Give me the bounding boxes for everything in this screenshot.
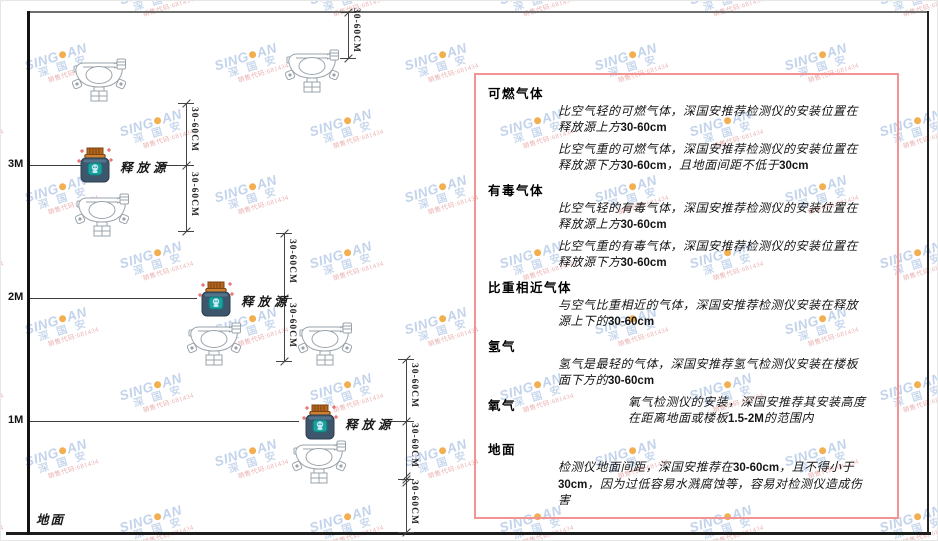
- ground-label: 地面: [36, 513, 66, 527]
- gas-detector-icon: [292, 440, 346, 484]
- guide-paragraph: 与空气比重相近的气体，深国安推荐检测仪安装在释放源上下的30-60cm: [558, 298, 859, 328]
- release-source-label: 释放源: [345, 418, 395, 432]
- guide-section: 比重相近气体与空气比重相近的气体，深国安推荐检测仪安装在释放源上下的30-60c…: [488, 277, 885, 330]
- dimension-value-label: 30-60CM: [409, 480, 419, 525]
- dimension-value-label: 30-60CM: [189, 172, 199, 217]
- dimension-connector-line: [159, 165, 186, 166]
- guide-section-body: 比空气轻的可燃气体，深国安推荐检测仪的安装位置在释放源上方30-60cm 比空气重…: [558, 104, 885, 174]
- gas-detector-icon: [187, 322, 241, 366]
- left-wall-line: [27, 11, 30, 535]
- guide-paragraph: 比空气轻的有毒气体，深国安推荐检测仪的安装位置在释放源上方30-60cm: [558, 201, 859, 231]
- installation-guide-panel: 可燃气体 比空气轻的可燃气体，深国安推荐检测仪的安装位置在释放源上方30-60cm…: [474, 73, 899, 519]
- guide-section-title: 氧气: [488, 399, 517, 413]
- guide-paragraph: 氢气是最轻的气体，深国安推荐氢气检测仪安装在楼板面下方的30-60cm: [558, 357, 859, 387]
- guide-section-title: 比重相近气体: [488, 281, 573, 295]
- dimension-connector-line: [387, 421, 406, 422]
- dimension-value-label: 30-60CM: [409, 363, 419, 408]
- guide-section-body: 比空气轻的有毒气体，深国安推荐检测仪的安装位置在释放源上方30-60cm 比空气重…: [558, 201, 885, 271]
- guide-section-body: 与空气比重相近的气体，深国安推荐检测仪安装在释放源上下的30-60cm: [558, 298, 885, 330]
- release-source-label: 释放源: [120, 161, 170, 175]
- guide-paragraph: 氧气检测仪的安装，深国安推荐其安装高度在距离地面或楼板1.5-2M的范围内: [628, 395, 866, 425]
- guide-section-body: 氧气检测仪的安装，深国安推荐其安装高度在距离地面或楼板1.5-2M的范围内: [628, 395, 885, 427]
- dimension-value-label: 30-60CM: [189, 107, 199, 152]
- guide-section-title: 地面: [488, 443, 517, 457]
- dimension-line: [186, 103, 187, 231]
- ceiling-line: [28, 11, 929, 13]
- release-source-icon: [77, 147, 113, 183]
- dimension-value-label: 30-60CM: [287, 239, 297, 284]
- gas-detector-icon: [75, 193, 129, 237]
- guide-paragraph: 比空气重的有毒气体，深国安推荐检测仪的安装位置在释放源下方30-60cm: [558, 239, 859, 269]
- guide-section: 可燃气体 比空气轻的可燃气体，深国安推荐检测仪的安装位置在释放源上方30-60cm…: [488, 83, 885, 174]
- ground-line: [6, 532, 931, 535]
- guide-paragraph: 比空气重的可燃气体，深国安推荐检测仪的安装位置在释放源下方30-60cm，且地面…: [558, 142, 859, 172]
- height-marker-line: [30, 165, 85, 166]
- gas-detector-icon: [298, 322, 352, 366]
- right-wall-line: [927, 11, 929, 534]
- dimension-line: [348, 12, 349, 58]
- dimension-value-label: 30-60CM: [351, 8, 361, 53]
- height-marker-label: 2M: [8, 291, 24, 303]
- gas-detector-icon: [285, 49, 339, 93]
- dimension-line: [406, 359, 407, 532]
- dimension-value-label: 30-60CM: [287, 303, 297, 348]
- guide-section: 有毒气体 比空气轻的有毒气体，深国安推荐检测仪的安装位置在释放源上方30-60cm…: [488, 180, 885, 271]
- height-marker-line: [30, 421, 299, 422]
- release-source-icon: [198, 281, 234, 317]
- height-marker-line: [30, 298, 197, 299]
- height-marker-label: 3M: [8, 158, 24, 170]
- gas-detector-icon: [72, 58, 126, 102]
- height-marker-label: 1M: [8, 414, 24, 426]
- guide-section-title: 氢气: [488, 340, 517, 354]
- guide-section-body: 检测仪地面间距，深国安推荐在30-60cm，且不得小于30cm，因为过低容易水溅…: [558, 460, 885, 509]
- release-source-label: 释放源: [241, 295, 291, 309]
- dimension-value-label: 30-60CM: [409, 423, 419, 468]
- guide-paragraph: 检测仪地面间距，深国安推荐在30-60cm，且不得小于30cm，因为过低容易水溅…: [558, 460, 863, 507]
- guide-section: 地面检测仪地面间距，深国安推荐在30-60cm，且不得小于30cm，因为过低容易…: [488, 439, 885, 509]
- guide-section: 氢气氢气是最轻的气体，深国安推荐氢气检测仪安装在楼板面下方的30-60cm: [488, 336, 885, 389]
- release-source-icon: [302, 404, 338, 440]
- guide-section-title: 有毒气体: [488, 184, 545, 198]
- guide-section-title: 可燃气体: [488, 87, 545, 101]
- guide-paragraph: 比空气轻的可燃气体，深国安推荐检测仪的安装位置在释放源上方30-60cm: [558, 104, 859, 134]
- guide-section: 氧气 氧气检测仪的安装，深国安推荐其安装高度在距离地面或楼板1.5-2M的范围内: [488, 395, 885, 427]
- guide-section-body: 氢气是最轻的气体，深国安推荐氢气检测仪安装在楼板面下方的30-60cm: [558, 357, 885, 389]
